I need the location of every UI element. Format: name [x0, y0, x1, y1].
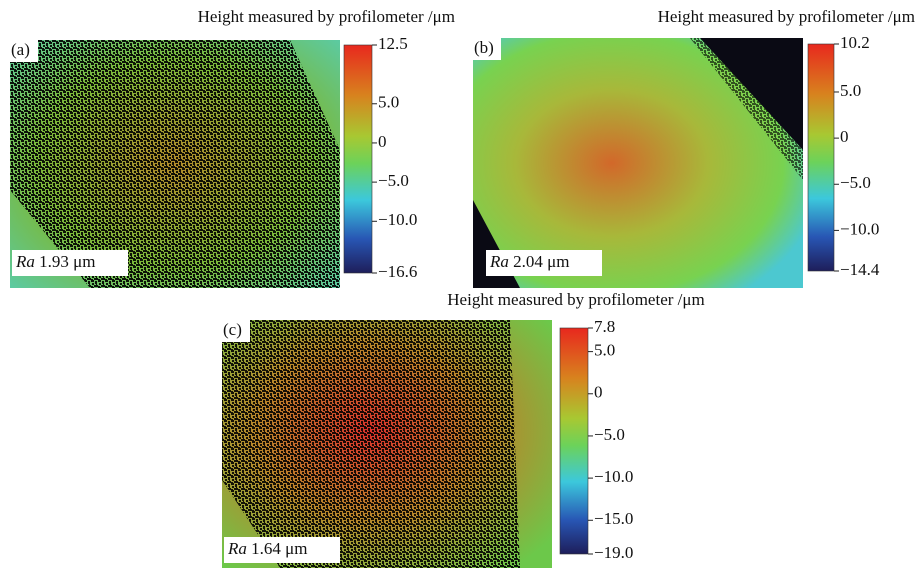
colorbar-tick-label: 5.0	[840, 81, 861, 100]
colorbar-title: Height measured by profilometer /μm	[447, 290, 704, 309]
colorbar-tick-label: 5.0	[378, 93, 399, 112]
label-box	[473, 38, 501, 60]
colorbar-tick-label: −5.0	[594, 425, 625, 444]
image-c	[222, 320, 552, 568]
colorbar-tick-label: 7.8	[594, 317, 615, 336]
colorbar-title: Height measured by profilometer /μm	[198, 7, 455, 26]
colorbar-tick-label: 10.2	[840, 33, 870, 52]
roughness-label: Ra 1.64 μm	[227, 539, 307, 558]
colorbar-tick-label: −5.0	[378, 171, 409, 190]
colorbar-tick-label: −16.6	[378, 262, 417, 281]
roughness-value: 1.93 μm	[39, 252, 95, 271]
colorbar-tick-label: −15.0	[594, 509, 633, 528]
colorbar-title: Height measured by profilometer /μm	[658, 7, 915, 26]
colorbar	[343, 44, 373, 274]
colorbar-tick-label: −14.4	[840, 260, 880, 279]
colorbar-tick-label: 5.0	[594, 341, 615, 360]
roughness-label: Ra 2.04 μm	[489, 252, 569, 271]
colorbar-tick-label: −10.0	[378, 210, 417, 229]
image-a	[10, 40, 340, 288]
roughness-label: Ra 1.93 μm	[15, 252, 95, 271]
label-box	[10, 40, 38, 62]
colorbar-tick-label: 12.5	[378, 34, 408, 53]
panel-label: (a)	[11, 40, 30, 59]
panel-label: (b)	[474, 38, 494, 57]
label-box	[222, 320, 250, 342]
colorbar-tick-label: 0	[378, 132, 387, 151]
roughness-symbol: Ra	[15, 252, 35, 271]
colorbar	[807, 43, 835, 272]
roughness-box	[224, 537, 340, 563]
roughness-box	[12, 250, 128, 276]
colorbar-tick-label: −10.0	[594, 467, 633, 486]
roughness-box	[486, 250, 602, 276]
roughness-value: 1.64 μm	[251, 539, 307, 558]
roughness-value: 2.04 μm	[513, 252, 569, 271]
colorbar-tick-label: −5.0	[840, 173, 871, 192]
roughness-symbol: Ra	[489, 252, 509, 271]
roughness-symbol: Ra	[227, 539, 247, 558]
colorbar	[559, 327, 589, 555]
panel-label: (c)	[223, 320, 242, 339]
colorbar-tick-label: −19.0	[594, 543, 633, 562]
colorbar-tick-label: 0	[594, 383, 603, 402]
colorbar-tick-label: −10.0	[840, 219, 879, 238]
colorbar-tick-label: 0	[840, 127, 849, 146]
